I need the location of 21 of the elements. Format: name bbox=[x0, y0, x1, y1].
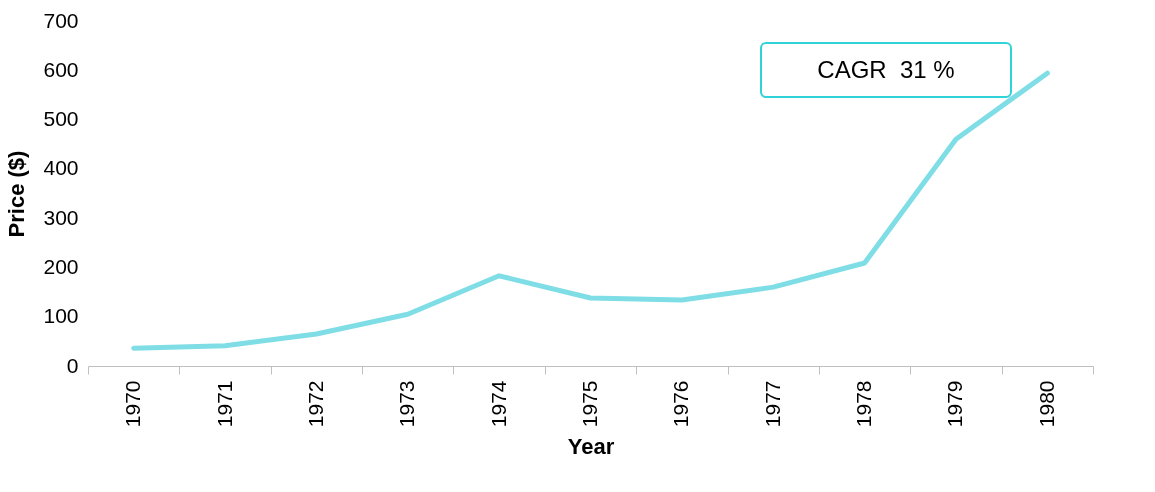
x-tick-label: 1975 bbox=[578, 380, 601, 428]
y-tick-label: 400 bbox=[43, 156, 79, 180]
x-axis-title: Year bbox=[567, 434, 615, 460]
y-tick-label: 100 bbox=[43, 304, 79, 328]
y-tick-label: 0 bbox=[66, 353, 79, 377]
x-tick-label: 1978 bbox=[852, 380, 876, 428]
x-tick-label: 1970 bbox=[121, 380, 145, 428]
x-tick-label: 1974 bbox=[486, 380, 510, 428]
x-tick-label: 1973 bbox=[395, 380, 419, 428]
y-axis-title: Price ($) bbox=[4, 150, 30, 238]
x-tick-label: 1977 bbox=[760, 380, 784, 428]
x-tick-label: 1972 bbox=[303, 380, 327, 428]
y-tick-label: 500 bbox=[43, 107, 79, 131]
y-tick-label: 300 bbox=[43, 205, 79, 229]
y-tick-label: 700 bbox=[43, 8, 79, 32]
y-tick-label: 600 bbox=[43, 57, 79, 81]
x-tick-label: 1979 bbox=[943, 380, 967, 428]
x-tick-label: 1976 bbox=[669, 380, 693, 428]
y-tick-label: 200 bbox=[43, 254, 79, 278]
x-tick-label: 1980 bbox=[1034, 380, 1058, 428]
x-tick-label: 1971 bbox=[212, 380, 236, 428]
